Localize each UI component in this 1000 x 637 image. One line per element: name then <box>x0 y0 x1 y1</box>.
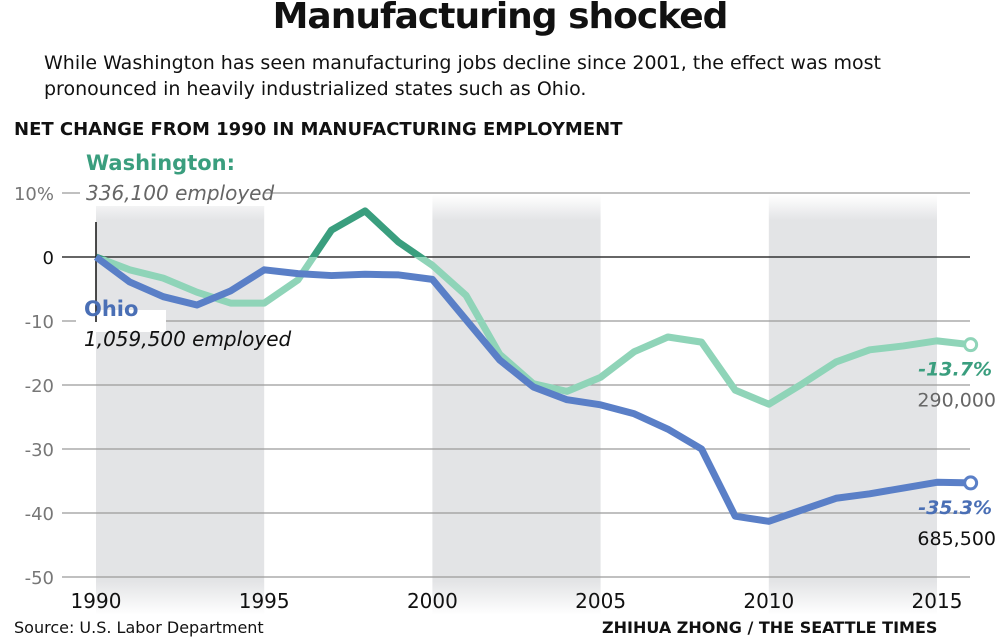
credit: ZHIHUA ZHONG / THE SEATTLE TIMES <box>602 618 938 637</box>
end-value-label: -13.7% <box>918 359 992 381</box>
source-note: Source: U.S. Labor Department <box>14 618 264 637</box>
end-count-label: 685,500 <box>917 528 996 550</box>
end-point <box>963 337 979 353</box>
x-tick-label: 2010 <box>743 589 794 613</box>
end-point <box>963 475 979 491</box>
ohio-label: Ohio <box>84 297 138 321</box>
subtitle: While Washington has seen manufacturing … <box>44 52 882 100</box>
x-tick-label: 2015 <box>912 589 963 613</box>
x-tick-label: 2000 <box>407 589 458 613</box>
ohio-start-label: 1,059,500 employed <box>84 327 292 351</box>
y-tick-label: 0 <box>43 248 54 269</box>
shaded-period <box>96 195 265 615</box>
y-tick-label: 10% <box>14 184 54 205</box>
label-mask <box>80 180 265 206</box>
washington-label: Washington: <box>86 151 235 175</box>
y-tick-label: -10 <box>25 312 54 333</box>
y-tick-label: -20 <box>25 376 54 397</box>
washington-start-label: 336,100 employed <box>86 181 274 205</box>
end-value-label: -35.3% <box>918 497 992 519</box>
label-mask <box>76 310 166 332</box>
x-tick-label: 2005 <box>575 589 626 613</box>
shaded-period <box>768 195 937 615</box>
headline: Manufacturing shocked <box>272 0 729 37</box>
ohio-line <box>93 254 971 525</box>
x-tick-label: 1995 <box>239 589 290 613</box>
y-tick-label: -50 <box>25 568 54 589</box>
end-count-label: 290,000 <box>917 390 996 412</box>
y-tick-label: -40 <box>25 504 54 525</box>
chart-title: NET CHANGE FROM 1990 IN MANUFACTURING EM… <box>14 119 623 140</box>
shaded-period <box>432 195 601 615</box>
y-tick-label: -30 <box>25 440 54 461</box>
x-tick-label: 1990 <box>71 589 122 613</box>
